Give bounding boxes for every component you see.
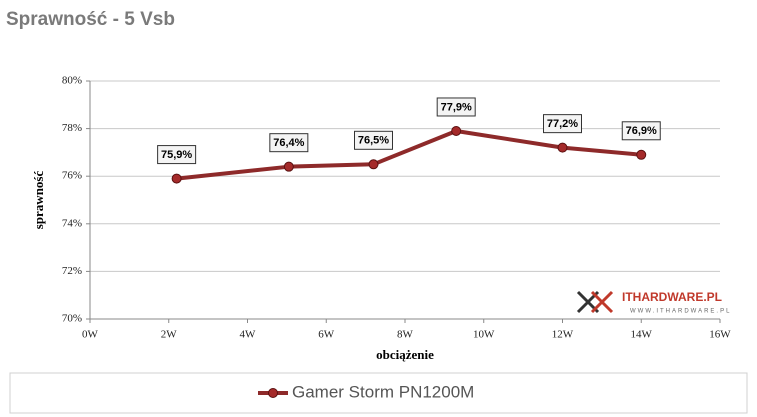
marker [451, 125, 462, 136]
data-label-box [621, 121, 661, 141]
y-tick-label: 80% [62, 75, 82, 87]
legend-marker [268, 388, 278, 398]
y-tick-label: 70% [62, 313, 82, 325]
data-label-text: 76,9% [626, 125, 657, 137]
data-label-box [436, 97, 476, 117]
x-tick-label: 6W [318, 329, 335, 341]
data-label-text: 77,9% [441, 101, 472, 113]
x-axis-label: obciążenie [376, 347, 434, 362]
watermark-logo [576, 290, 614, 314]
data-label: 77,9% [436, 97, 476, 117]
data-label: 76,4% [269, 133, 309, 153]
chart-title: Sprawność - 5 Vsb [6, 9, 175, 30]
marker [636, 149, 647, 160]
marker [171, 173, 182, 184]
watermark-sub: WWW.ITHARDWARE.PL [630, 309, 731, 315]
marker [283, 161, 294, 172]
data-label-text: 76,4% [273, 137, 304, 149]
y-tick-label: 76% [62, 170, 82, 182]
y-tick-label: 78% [62, 122, 82, 134]
data-label-box [269, 133, 309, 153]
data-label: 75,9% [157, 145, 197, 165]
data-label-box [354, 130, 393, 150]
x-tick-label: 8W [397, 329, 414, 341]
legend-label: Gamer Storm PN1200M [292, 382, 474, 401]
x-tick-label: 14W [631, 329, 653, 341]
series-line [176, 128, 642, 181]
x-tick-label: 2W [161, 329, 178, 341]
x-tick-label: 4W [240, 329, 257, 341]
data-label: 76,9% [621, 121, 661, 141]
data-label-box [157, 145, 197, 165]
marker [557, 142, 568, 153]
y-axis-label: sprawność [31, 171, 46, 230]
y-tick-label: 74% [62, 217, 82, 229]
data-label: 76,5% [354, 130, 393, 150]
marker [368, 159, 379, 170]
x-tick-label: 16W [709, 329, 731, 341]
data-label: 77,2% [543, 114, 582, 134]
x-tick-label: 0W [82, 329, 99, 341]
x-tick-label: 10W [473, 329, 495, 341]
data-label-text: 75,9% [161, 149, 192, 161]
data-label-text: 77,2% [547, 118, 578, 130]
legend-box [9, 372, 748, 414]
watermark: ITHARDWARE.PL [622, 290, 722, 304]
data-label-box [543, 114, 582, 134]
data-label-text: 76,5% [358, 135, 389, 147]
x-tick-label: 12W [552, 329, 574, 341]
y-tick-label: 72% [62, 265, 82, 277]
